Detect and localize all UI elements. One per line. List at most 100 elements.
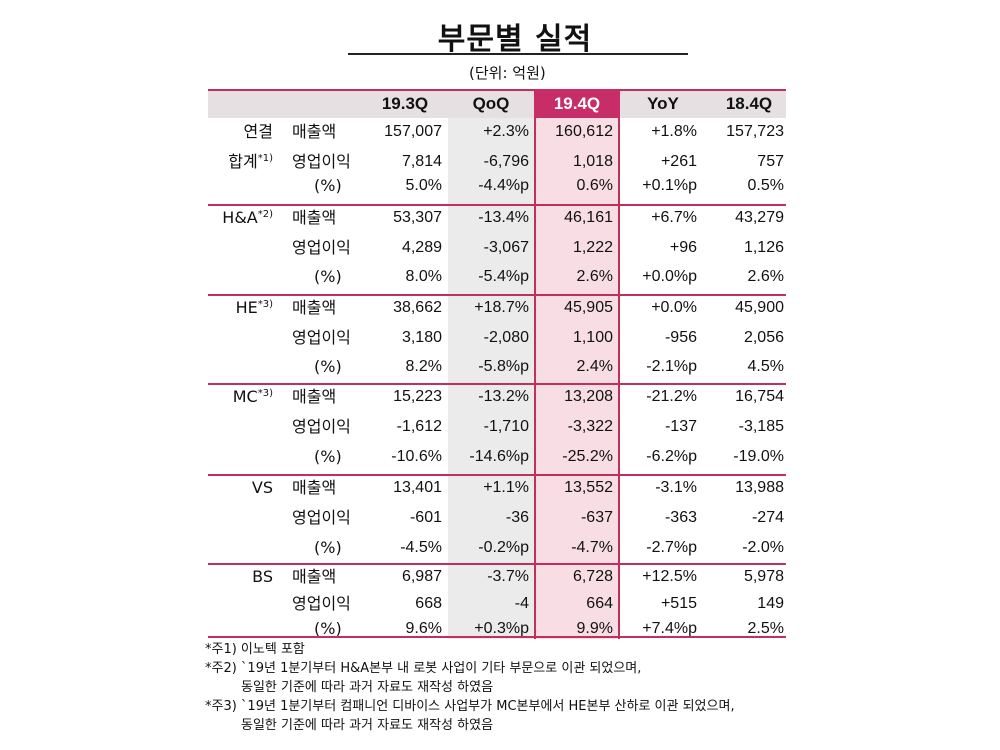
value-cell: 2,056: [743, 329, 784, 346]
segment-label: H&A*2): [215, 207, 273, 229]
value-cell: -25.2%: [562, 448, 613, 465]
segment-label: 연결: [215, 121, 273, 143]
value-cell: 1,018: [572, 153, 613, 170]
metric-label: 영업이익: [292, 328, 351, 347]
metric-label: 매출액: [292, 208, 337, 227]
value-cell: -637: [580, 509, 613, 526]
col-header-yoy: YoY: [647, 94, 679, 113]
section-divider: [208, 294, 786, 296]
value-cell: 0.5%: [747, 177, 784, 194]
value-cell: 668: [415, 595, 442, 612]
segment-label: 합계*1): [215, 151, 273, 173]
value-cell: -1,612: [396, 418, 442, 435]
value-cell: 1,222: [572, 239, 613, 256]
value-cell: 664: [586, 595, 613, 612]
value-cell: -4.5%: [400, 539, 442, 556]
value-cell: 2.6%: [747, 268, 784, 285]
value-cell: +0.0%p: [642, 268, 697, 285]
metric-label: (%): [314, 357, 342, 376]
value-cell: +0.0%: [651, 299, 697, 316]
metric-label: 매출액: [292, 122, 337, 141]
metric-label: 영업이익: [292, 417, 351, 436]
value-cell: +1.1%: [483, 479, 529, 496]
value-cell: 6,728: [572, 568, 613, 585]
qoq-column-shade: [448, 89, 534, 639]
value-cell: +261: [660, 153, 697, 170]
value-cell: -601: [409, 509, 442, 526]
metric-label: 매출액: [292, 298, 337, 317]
value-cell: 43,279: [735, 209, 784, 226]
value-cell: 1,100: [572, 329, 613, 346]
value-cell: 2.5%: [747, 620, 784, 637]
table-header-band: [208, 89, 786, 118]
metric-label: 매출액: [292, 387, 337, 406]
value-cell: -21.2%: [646, 388, 697, 405]
value-cell: -1,710: [483, 418, 529, 435]
value-cell: 46,161: [564, 209, 613, 226]
value-cell: 3,180: [401, 329, 442, 346]
value-cell: -5.8%p: [478, 358, 529, 375]
value-cell: +0.1%p: [642, 177, 697, 194]
segment-name: 합계: [228, 152, 258, 171]
value-cell: -13.4%: [478, 209, 529, 226]
value-cell: 757: [757, 153, 784, 170]
value-cell: -4: [514, 595, 529, 612]
segment-name: HE: [235, 298, 258, 317]
segment-label: VS: [215, 477, 273, 499]
value-cell: -2.0%: [742, 539, 784, 556]
segment-name: 연결: [243, 122, 273, 141]
footnote-marker: *3): [257, 299, 273, 310]
footnote-marker: *2): [257, 209, 273, 220]
value-cell: -3,185: [738, 418, 784, 435]
value-cell: 13,401: [393, 479, 442, 496]
value-cell: 6,987: [401, 568, 442, 585]
value-cell: -13.2%: [478, 388, 529, 405]
value-cell: 2.4%: [576, 358, 613, 375]
metric-label: (%): [314, 538, 342, 557]
value-cell: -274: [751, 509, 784, 526]
value-cell: 8.2%: [405, 358, 442, 375]
segment-label: BS: [215, 566, 273, 588]
value-cell: -2,080: [483, 329, 529, 346]
value-cell: +2.3%: [483, 123, 529, 140]
value-cell: 4.5%: [747, 358, 784, 375]
col-header-qoq: QoQ: [472, 94, 510, 113]
value-cell: -10.6%: [391, 448, 442, 465]
segment-name: VS: [251, 478, 273, 497]
value-cell: 9.6%: [405, 620, 442, 637]
value-cell: +96: [669, 239, 697, 256]
value-cell: -0.2%p: [478, 539, 529, 556]
value-cell: -6,796: [483, 153, 529, 170]
value-cell: 5,978: [743, 568, 784, 585]
value-cell: 53,307: [393, 209, 442, 226]
col-header-19-4q: 19.4Q: [553, 94, 601, 113]
metric-label: 매출액: [292, 567, 337, 586]
section-divider: [208, 204, 786, 206]
metric-label: (%): [314, 619, 342, 638]
segment-label: MC*3): [215, 386, 273, 408]
metric-label: (%): [314, 176, 342, 195]
section-divider: [208, 383, 786, 385]
footnote-1: *주1) 이노텍 포함: [205, 642, 305, 657]
value-cell: 13,208: [564, 388, 613, 405]
value-cell: 8.0%: [405, 268, 442, 285]
value-cell: +6.7%: [651, 209, 697, 226]
metric-label: 영업이익: [292, 152, 351, 171]
value-cell: -137: [664, 418, 697, 435]
footnote-2: *주2) `19년 1분기부터 H&A본부 내 로봇 사업이 기타 부문으로 이…: [205, 661, 642, 676]
value-cell: -4.7%: [571, 539, 613, 556]
value-cell: +18.7%: [474, 299, 529, 316]
value-cell: 0.6%: [576, 177, 613, 194]
value-cell: -2.7%p: [646, 539, 697, 556]
value-cell: +0.3%p: [474, 620, 529, 637]
value-cell: +7.4%p: [642, 620, 697, 637]
value-cell: -4.4%p: [478, 177, 529, 194]
metric-label: (%): [314, 267, 342, 286]
value-cell: +12.5%: [642, 568, 697, 585]
value-cell: 7,814: [401, 153, 442, 170]
value-cell: 5.0%: [405, 177, 442, 194]
section-divider: [208, 474, 786, 476]
unit-label: (단위: 억원): [469, 64, 546, 82]
value-cell: +1.8%: [651, 123, 697, 140]
value-cell: -956: [664, 329, 697, 346]
